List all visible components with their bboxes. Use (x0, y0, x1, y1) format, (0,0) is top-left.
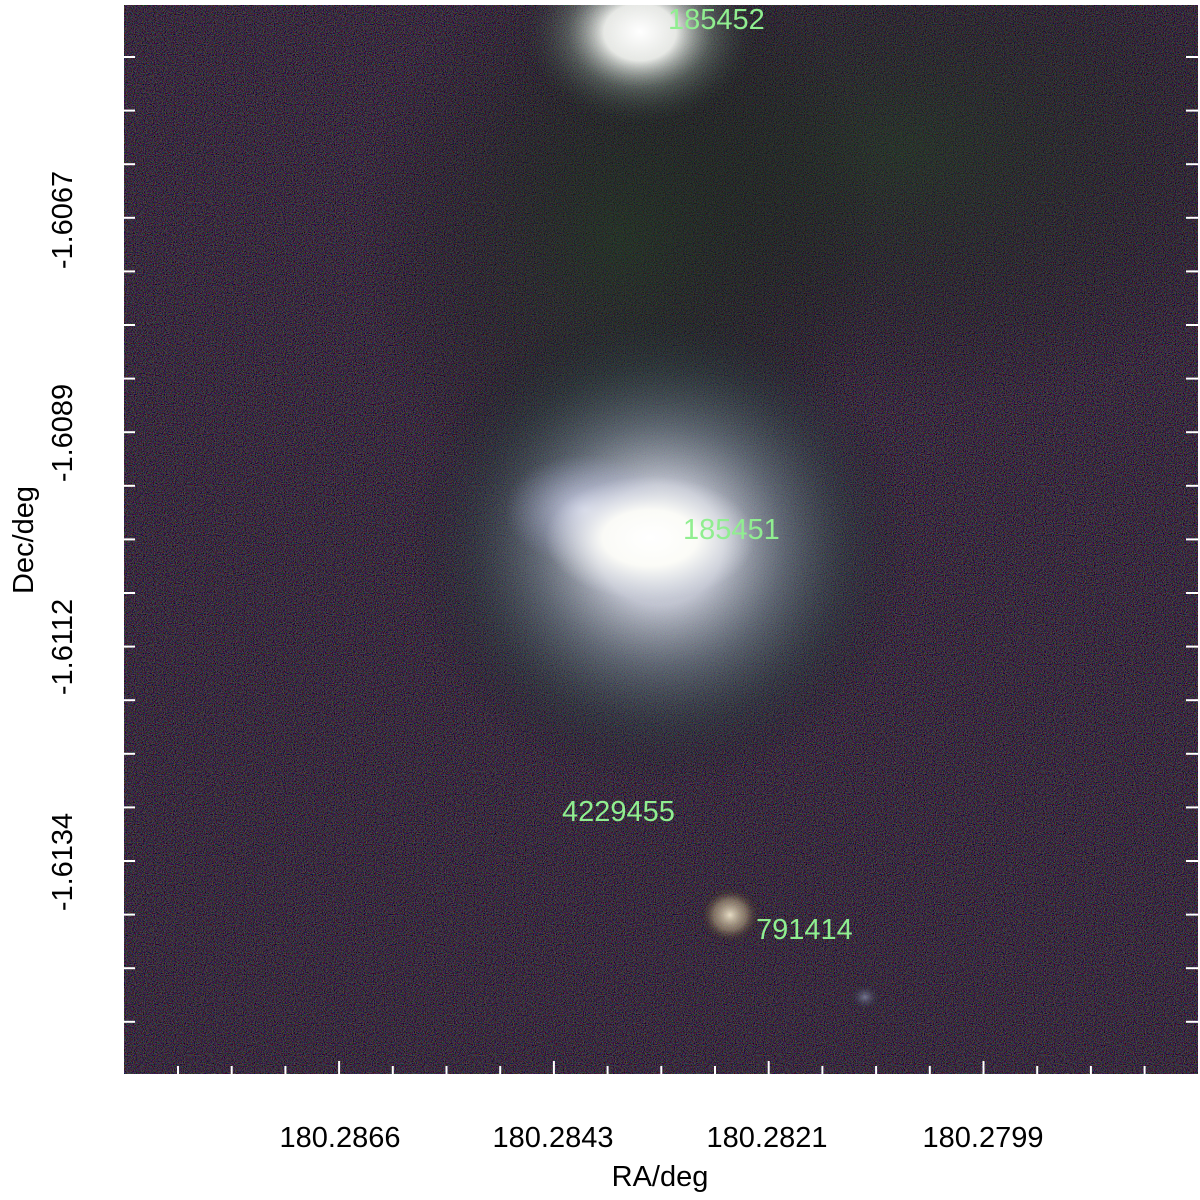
source-791414-blob (700, 887, 760, 943)
faint-source-blob (849, 983, 881, 1011)
x-tick-label: 180.2843 (492, 1122, 614, 1154)
y-tick-label: -1.6089 (47, 383, 79, 483)
image-panel (123, 5, 1198, 1075)
y-axis-label: Dec/deg (8, 485, 40, 595)
object-label-791414: 791414 (756, 914, 853, 946)
y-tick-label: -1.6067 (47, 170, 79, 270)
axis-frame (122, 5, 1198, 1076)
galaxy-185452-blob (520, 5, 760, 127)
object-label-4229455: 4229455 (562, 796, 675, 828)
object-label-185452: 185452 (668, 4, 765, 36)
y-tick-label: -1.6112 (47, 598, 79, 696)
x-tick-label: 180.2821 (706, 1122, 828, 1154)
y-tick-label: -1.6134 (47, 812, 79, 912)
x-tick-label: 180.2866 (279, 1122, 401, 1154)
object-label-185451: 185451 (683, 514, 780, 546)
x-axis-label: RA/deg (611, 1161, 709, 1193)
x-tick-label: 180.2799 (922, 1122, 1044, 1154)
galaxy-185451-core (545, 476, 755, 600)
